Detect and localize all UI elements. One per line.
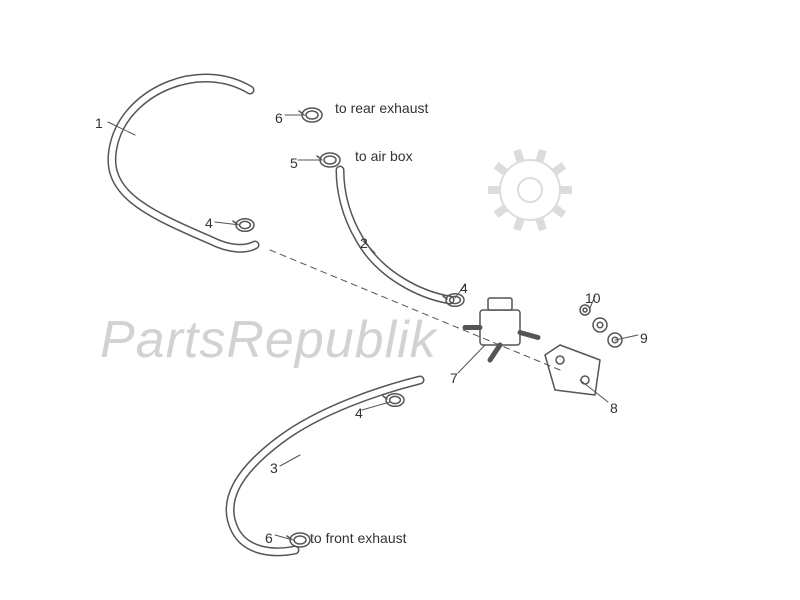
callout-6b: 6 bbox=[265, 530, 273, 546]
callout-4c: 4 bbox=[355, 405, 363, 421]
callout-5: 5 bbox=[290, 155, 298, 171]
annotation-front_exhaust: to front exhaust bbox=[310, 530, 407, 546]
callout-2: 2 bbox=[360, 235, 368, 251]
annotation-air_box: to air box bbox=[355, 148, 413, 164]
callout-3: 3 bbox=[270, 460, 278, 476]
callout-1: 1 bbox=[95, 115, 103, 131]
callout-4b: 4 bbox=[460, 280, 468, 296]
callout-6a: 6 bbox=[275, 110, 283, 126]
diagram-container: PartsRepublik 12357891044466to rear exha… bbox=[0, 0, 800, 600]
callout-8: 8 bbox=[610, 400, 618, 416]
annotation-rear_exhaust: to rear exhaust bbox=[335, 100, 428, 116]
callout-10: 10 bbox=[585, 290, 601, 306]
callout-7: 7 bbox=[450, 370, 458, 386]
technical-drawing bbox=[0, 0, 800, 600]
callout-9: 9 bbox=[640, 330, 648, 346]
callout-4a: 4 bbox=[205, 215, 213, 231]
